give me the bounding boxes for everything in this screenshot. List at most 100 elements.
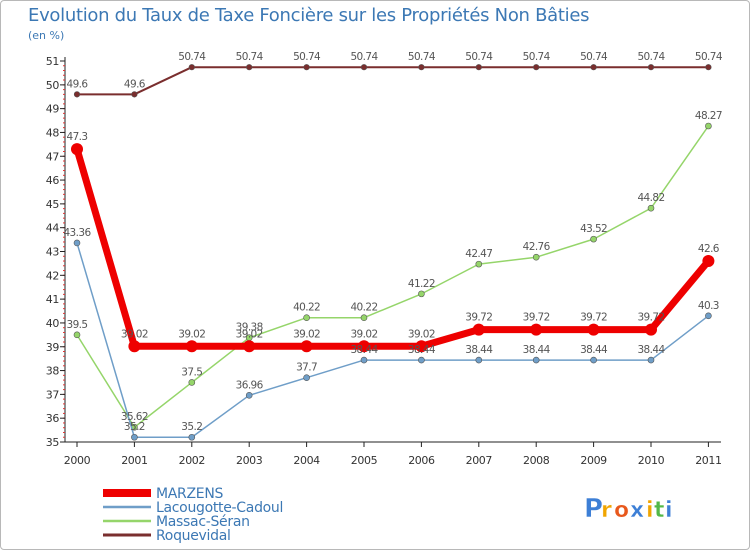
data-label-massac-s-ran: 35.62 — [121, 411, 148, 423]
data-label-lacougotte-cadoul: 36.96 — [236, 379, 264, 391]
data-point-roquevidal — [303, 64, 310, 71]
data-point-marzens — [702, 255, 715, 268]
data-label-massac-s-ran: 48.27 — [695, 110, 722, 122]
data-label-massac-s-ran: 43.52 — [580, 223, 607, 235]
data-point-lacougotte-cadoul — [647, 356, 655, 364]
data-point-roquevidal — [73, 91, 81, 98]
y-tick-label: 44 — [46, 222, 60, 235]
y-tick-label: 36 — [46, 412, 60, 425]
data-label-lacougotte-cadoul: 38.44 — [350, 344, 378, 356]
y-tick-label: 49 — [46, 103, 60, 116]
data-point-marzens — [358, 340, 370, 353]
data-label-marzens: 47.3 — [67, 131, 88, 143]
x-tick-label: 2004 — [293, 454, 320, 467]
data-label-roquevidal: 50.74 — [408, 51, 436, 63]
data-label-roquevidal: 49.6 — [67, 78, 89, 90]
data-point-lacougotte-cadoul — [475, 356, 483, 364]
data-point-massac-s-ran — [647, 204, 655, 212]
data-label-roquevidal: 50.74 — [637, 51, 665, 63]
data-label-lacougotte-cadoul: 38.44 — [580, 344, 608, 356]
data-point-lacougotte-cadoul — [131, 433, 138, 441]
data-point-marzens — [243, 340, 256, 353]
data-point-marzens — [128, 340, 141, 353]
data-label-massac-s-ran: 37.5 — [181, 366, 202, 378]
y-tick-label: 47 — [46, 150, 60, 163]
data-label-massac-s-ran: 42.76 — [523, 241, 551, 253]
series-line-roquevidal — [77, 66, 709, 96]
y-tick-label: 45 — [46, 198, 60, 211]
data-point-lacougotte-cadoul — [532, 356, 540, 364]
data-point-lacougotte-cadoul — [245, 392, 253, 399]
x-tick-label: 2002 — [179, 454, 205, 467]
logo-letter: i — [665, 498, 673, 523]
data-label-lacougotte-cadoul: 43.36 — [63, 227, 91, 239]
x-tick-label: 2005 — [351, 454, 378, 467]
data-point-lacougotte-cadoul — [188, 433, 196, 441]
x-tick-label: 2008 — [523, 454, 550, 467]
y-tick-label: 41 — [46, 293, 59, 306]
data-label-roquevidal: 50.74 — [178, 51, 206, 63]
data-label-marzens: 39.02 — [178, 328, 205, 340]
y-tick-label: 38 — [46, 365, 60, 378]
data-label-roquevidal: 50.74 — [236, 51, 264, 63]
logo-letter: t — [654, 498, 665, 523]
legend-label-marzens: MARZENS — [156, 486, 223, 502]
x-tick-label: 2009 — [580, 454, 607, 467]
data-point-roquevidal — [475, 64, 482, 71]
data-label-roquevidal: 50.74 — [580, 51, 608, 63]
data-point-massac-s-ran — [705, 122, 712, 130]
data-label-marzens: 39.02 — [408, 328, 435, 340]
y-tick-label: 37 — [46, 388, 60, 401]
data-label-roquevidal: 50.74 — [523, 51, 551, 63]
data-label-massac-s-ran: 42.47 — [465, 248, 492, 260]
data-label-marzens: 39.02 — [350, 328, 377, 340]
data-label-marzens: 42.6 — [698, 243, 720, 255]
data-label-lacougotte-cadoul: 38.44 — [408, 344, 436, 356]
data-label-marzens: 39.02 — [293, 328, 320, 340]
data-label-massac-s-ran: 44.82 — [637, 192, 664, 204]
data-point-lacougotte-cadoul — [418, 356, 425, 364]
x-tick-label: 2003 — [236, 454, 263, 467]
data-label-roquevidal: 50.74 — [293, 51, 321, 63]
logo-letter: x — [630, 498, 644, 523]
series-line-massac-s-ran — [76, 125, 710, 428]
x-tick-label: 2007 — [466, 454, 493, 467]
data-point-roquevidal — [188, 64, 195, 71]
data-point-lacougotte-cadoul — [590, 356, 597, 364]
data-point-massac-s-ran — [73, 331, 81, 339]
data-point-marzens — [472, 323, 485, 336]
series-lacougotte-cadoul — [73, 239, 712, 441]
y-tick-label: 50 — [46, 79, 60, 92]
legend-label-lacougotte-cadoul: Lacougotte-Cadoul — [156, 500, 283, 516]
series-marzens — [71, 143, 715, 353]
data-point-marzens — [415, 340, 428, 353]
data-point-marzens — [645, 323, 657, 336]
x-tick-label: 2006 — [408, 454, 435, 467]
y-tick-label: 35 — [46, 436, 60, 449]
y-tick-label: 48 — [46, 126, 60, 139]
data-label-lacougotte-cadoul: 40.3 — [698, 300, 719, 312]
data-label-marzens: 39.72 — [580, 312, 607, 324]
data-point-massac-s-ran — [475, 260, 483, 268]
data-point-massac-s-ran — [360, 314, 368, 321]
y-tick-label: 40 — [46, 317, 60, 330]
data-point-lacougotte-cadoul — [705, 312, 712, 320]
series-line-marzens — [73, 148, 712, 350]
data-label-lacougotte-cadoul: 35.2 — [181, 421, 202, 433]
data-point-roquevidal — [533, 64, 540, 71]
chart-unit-label: (en %) — [28, 29, 65, 42]
series-roquevidal — [73, 64, 712, 98]
data-point-roquevidal — [647, 64, 655, 71]
data-label-lacougotte-cadoul: 38.44 — [465, 344, 493, 356]
y-tick-label: 43 — [46, 246, 60, 259]
x-tick-label: 2001 — [121, 454, 147, 467]
data-label-massac-s-ran: 40.22 — [293, 302, 320, 314]
data-label-roquevidal: 50.74 — [465, 51, 493, 63]
data-point-marzens — [71, 143, 83, 156]
data-label-marzens: 39.72 — [465, 312, 492, 324]
x-tick-label: 2011 — [695, 454, 721, 467]
chart-series — [71, 64, 715, 441]
data-point-massac-s-ran — [532, 253, 540, 261]
